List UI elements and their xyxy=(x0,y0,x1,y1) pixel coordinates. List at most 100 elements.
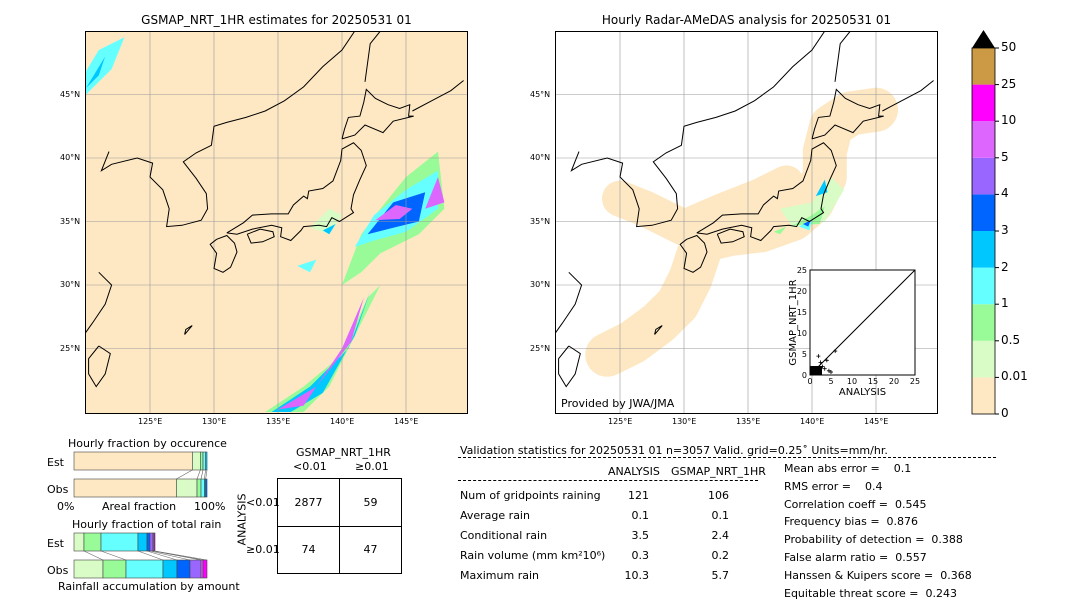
occ-obs-segment xyxy=(196,478,202,498)
precip-area xyxy=(792,206,825,226)
gsmap-map xyxy=(85,31,468,414)
scatter-point xyxy=(820,364,825,369)
lat-tick-label: 25°N xyxy=(60,343,81,353)
stats-row-label: Conditional rain xyxy=(460,529,548,542)
occ-xtick-0: 0% xyxy=(57,500,75,513)
colorbar-segment xyxy=(972,194,995,231)
occ-xlabel: Areal fraction xyxy=(102,500,177,513)
rain-obs-segment xyxy=(125,559,164,579)
rain-est-segment xyxy=(73,532,85,552)
rain-est-segment xyxy=(149,532,154,552)
colorbar-segment xyxy=(972,48,995,85)
stats-analysis-value: 3.5 xyxy=(631,529,650,542)
occ-obs-segment xyxy=(176,478,198,498)
colorbar-segment xyxy=(972,84,995,122)
fraction-bars xyxy=(73,451,208,579)
connector xyxy=(146,550,178,561)
contingency-title: GSMAP_NRT_1HR xyxy=(296,446,391,459)
scatter-point xyxy=(824,358,829,363)
scatter-ylabel: GSMAP_NRT_1HR xyxy=(788,279,799,365)
coastline xyxy=(85,271,113,335)
lon-tick-label: 125°E xyxy=(138,417,163,426)
lon-tick-label: 125°E xyxy=(608,417,633,426)
occ-est-segment xyxy=(192,451,201,471)
stats-gsmap-value: 106 xyxy=(708,489,729,502)
radar-coverage xyxy=(602,165,805,248)
score-line: Probability of detection = 0.388 xyxy=(784,533,963,547)
col-label-1: ≥0.01 xyxy=(355,460,389,473)
stats-gsmap-value: 0.1 xyxy=(711,509,730,522)
occ-obs-segment xyxy=(200,478,205,498)
x-tick-label: 10 xyxy=(847,377,857,386)
colorbar-segment xyxy=(972,231,995,268)
connector xyxy=(83,550,104,561)
map-frame xyxy=(85,31,468,414)
map-frame xyxy=(555,31,938,414)
stats-analysis-value: 0.3 xyxy=(631,549,650,562)
credit-text: Provided by JWA/JMA xyxy=(561,397,675,410)
lat-tick-label: 45°N xyxy=(530,89,551,99)
occ-est-segment xyxy=(205,451,208,471)
scatter-point xyxy=(816,354,821,359)
stats-col-analysis: ANALYSIS xyxy=(608,465,660,478)
connector xyxy=(196,469,201,480)
stats-analysis-value: 10.3 xyxy=(624,569,650,582)
rain-obs-segment xyxy=(162,559,178,579)
connector xyxy=(205,469,208,480)
colorbar-label: 3 xyxy=(1001,223,1009,237)
connector xyxy=(200,469,204,480)
score-line: Correlation coeff = 0.545 xyxy=(784,497,927,511)
precip-area xyxy=(375,205,413,221)
colorbar-label: 50 xyxy=(1001,40,1017,54)
row-label-1: ≥0.01 xyxy=(246,543,280,556)
colorbar-label: 25 xyxy=(1001,76,1017,91)
colorbar-extend-arrow xyxy=(972,30,995,48)
colorbar-label: 4 xyxy=(1001,186,1009,201)
scatter-point xyxy=(826,368,831,373)
coastline xyxy=(716,228,745,244)
x-tick-label: 25 xyxy=(910,377,920,386)
score-line: Frequency bias = 0.876 xyxy=(784,515,919,529)
lon-tick-label: 130°E xyxy=(202,417,227,426)
x-tick-label: 0 xyxy=(807,377,812,386)
colorbar xyxy=(971,30,999,415)
rain-obs-segment xyxy=(189,559,202,579)
occ-obs-label: Obs xyxy=(47,483,69,496)
occ-obs-segment xyxy=(205,478,208,498)
colorbar-label: 2 xyxy=(1001,259,1009,274)
coastline xyxy=(570,31,826,228)
lon-tick-label: 145°E xyxy=(394,417,419,426)
rain-obs-segment xyxy=(202,559,208,579)
lat-tick-label: 35°N xyxy=(60,216,81,226)
y-tick-label: 20 xyxy=(797,287,807,296)
occ-est-label: Est xyxy=(47,456,64,469)
rain-est-segment xyxy=(83,532,102,552)
lat-tick-label: 40°N xyxy=(530,153,551,162)
occ-obs-segment xyxy=(73,478,177,498)
cell-false-alarm: 59 xyxy=(363,496,378,509)
precip-area xyxy=(773,226,787,235)
coastline xyxy=(834,31,851,82)
score-line: Hanssen & Kuipers score = 0.368 xyxy=(784,568,972,582)
rain-title: Hourly fraction of total rain xyxy=(72,518,222,531)
lat-tick-label: 40°N xyxy=(60,153,81,162)
coastline xyxy=(100,31,356,228)
x-tick-label: 5 xyxy=(828,377,833,386)
connector xyxy=(154,550,208,561)
score-line: RMS error = 0.4 xyxy=(784,479,883,493)
occ-est-segment xyxy=(73,451,193,471)
lat-tick-label: 45°N xyxy=(60,89,81,99)
rain-est-segment xyxy=(146,532,151,552)
coastline xyxy=(341,88,414,140)
x-tick-label: 15 xyxy=(868,377,878,386)
precip-layer xyxy=(85,37,445,412)
colorbar-label: 0.5 xyxy=(1001,332,1021,347)
scatter-point xyxy=(822,366,827,371)
coastline xyxy=(226,142,367,242)
lat-tick-label: 30°N xyxy=(60,280,81,289)
cell-miss: 74 xyxy=(301,543,316,556)
stats-gsmap-value: 2.4 xyxy=(711,529,730,542)
lon-tick-label: 130°E xyxy=(672,417,697,426)
rain-obs-segment xyxy=(176,559,191,579)
